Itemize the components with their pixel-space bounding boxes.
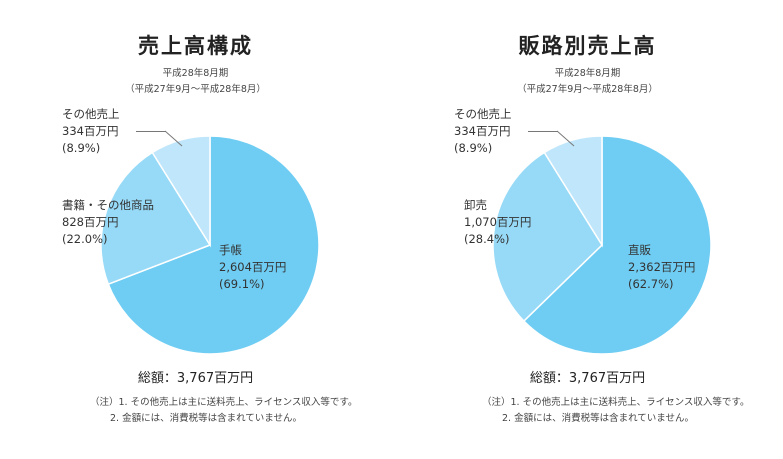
pie-chart-sales-composition (100, 135, 320, 355)
footnote-1: （注）1. その他売上は主に送料売上、ライセンス収入等です。 (482, 397, 750, 408)
leader-line-diagonal (165, 130, 183, 147)
slice-label-books: 書籍・その他商品 828百万円 (22.0%) (62, 197, 154, 248)
slice-value: 334百万円 (454, 124, 511, 138)
period-range: （平成27年9月〜平成28年8月） (517, 84, 658, 95)
slice-percent: (8.9%) (62, 141, 101, 155)
slice-name: 手帳 (219, 243, 242, 257)
total-amount: 総額：3,767百万円 (137, 371, 254, 386)
chart-title: 販路別売上高 (518, 34, 657, 58)
footnote-1: （注）1. その他売上は主に送料売上、ライセンス収入等です。 (90, 397, 358, 408)
period-range: （平成27年9月〜平成28年8月） (125, 84, 266, 95)
slice-value: 334百万円 (62, 124, 119, 138)
slice-name: 卸売 (464, 198, 487, 212)
pie-slice-2 (543, 135, 603, 248)
pie-slice-0 (107, 135, 320, 355)
total-amount: 総額：3,767百万円 (529, 371, 646, 386)
slice-percent: (22.0%) (62, 232, 108, 246)
slice-label-direct: 直販 2,362百万円 (62.7%) (628, 242, 695, 293)
panel-sales-composition: 売上高構成 平成28年8月期 （平成27年9月〜平成28年8月） その他売上 3… (0, 0, 391, 459)
leader-line (528, 131, 558, 132)
slice-label-other: その他売上 334百万円 (8.9%) (62, 106, 120, 157)
period-label: 平成28年8月期 (554, 68, 621, 79)
leader-line-diagonal (557, 130, 575, 147)
slice-label-notebook: 手帳 2,604百万円 (69.1%) (219, 242, 286, 293)
pie-slice-0 (522, 135, 712, 355)
slice-name: その他売上 (454, 107, 512, 121)
slice-value: 1,070百万円 (464, 215, 532, 229)
slice-value: 2,362百万円 (628, 260, 696, 274)
pie-slice-2 (151, 135, 211, 248)
slice-value: 2,604百万円 (219, 260, 287, 274)
slice-percent: (28.4%) (464, 232, 510, 246)
slice-percent: (8.9%) (454, 141, 493, 155)
slice-percent: (69.1%) (219, 277, 265, 291)
slice-value: 828百万円 (62, 215, 119, 229)
slice-name: その他売上 (62, 107, 120, 121)
pie-chart-sales-by-channel (492, 135, 712, 355)
slice-label-other: その他売上 334百万円 (8.9%) (454, 106, 512, 157)
pie-slice-1 (100, 151, 212, 286)
pie-slice-1 (492, 151, 603, 323)
footnote-2: 2. 金額には、消費税等は含まれていません。 (502, 413, 695, 424)
chart-title: 売上高構成 (138, 34, 253, 58)
slice-name: 書籍・その他商品 (62, 198, 154, 212)
panel-sales-by-channel: 販路別売上高 平成28年8月期 （平成27年9月〜平成28年8月） その他売上 … (392, 0, 783, 459)
leader-line (136, 131, 166, 132)
slice-name: 直販 (628, 243, 651, 257)
slice-percent: (62.7%) (628, 277, 674, 291)
slice-label-wholesale: 卸売 1,070百万円 (28.4%) (464, 197, 531, 248)
footnote-2: 2. 金額には、消費税等は含まれていません。 (110, 413, 303, 424)
period-label: 平成28年8月期 (162, 68, 229, 79)
